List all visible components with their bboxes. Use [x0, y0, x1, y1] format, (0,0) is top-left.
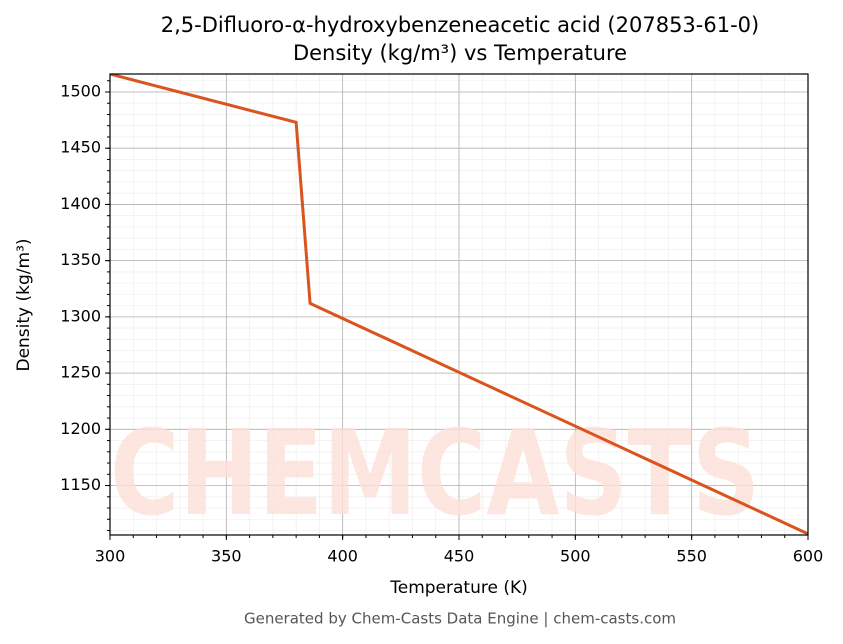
- y-tick-label: 1400: [60, 194, 101, 213]
- y-tick-label: 1150: [60, 475, 101, 494]
- y-tick-label: 1450: [60, 138, 101, 157]
- footer: Generated by Chem-Casts Data Engine | ch…: [244, 610, 676, 628]
- y-tick-label: 1500: [60, 81, 101, 100]
- x-tick-label: 600: [793, 547, 824, 566]
- x-tick-label: 550: [676, 547, 707, 566]
- watermark: CHEMCASTS: [110, 404, 760, 542]
- plot-frame: [109, 73, 809, 536]
- x-tick-label: 350: [211, 547, 242, 566]
- data-line: [110, 74, 808, 535]
- y-tick-label: 1250: [60, 363, 101, 382]
- chart-subtitle: Density (kg/m³) vs Temperature: [293, 41, 627, 65]
- x-tick-label: 300: [95, 547, 126, 566]
- grid: [109, 74, 809, 535]
- chart-title: 2,5-Difluoro-α-hydroxybenzeneacetic acid…: [161, 13, 759, 37]
- y-tick-label: 1200: [60, 419, 101, 438]
- x-tick-label: 400: [327, 547, 358, 566]
- x-axis-label: Temperature (K): [389, 578, 528, 598]
- y-axis-label: Density (kg/m³): [14, 238, 34, 371]
- x-tick-label: 500: [560, 547, 591, 566]
- y-tick-label: 1350: [60, 250, 101, 269]
- y-tick-label: 1300: [60, 306, 101, 325]
- x-tick-label: 450: [444, 547, 475, 566]
